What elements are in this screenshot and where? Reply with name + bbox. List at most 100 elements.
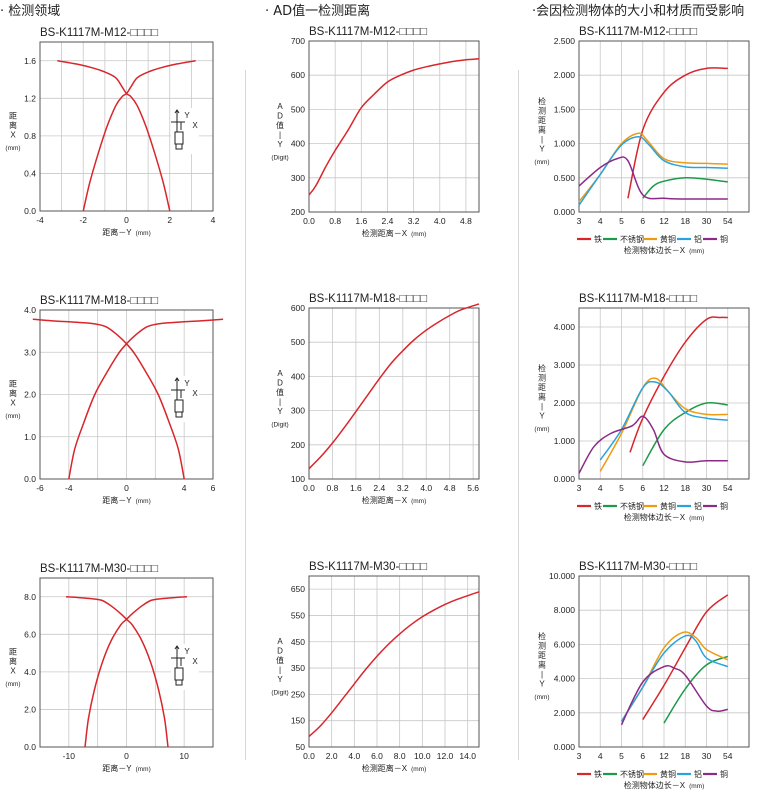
x-axis-label-text: 检测物体边长－X xyxy=(624,512,686,522)
x-axis-unit: (mm) xyxy=(136,230,151,237)
sensor-icon-arrowhead xyxy=(174,645,180,650)
column-divider-right xyxy=(518,70,519,760)
y-tick-label: 1.500 xyxy=(554,104,576,114)
y-axis-label-char: 值 xyxy=(276,120,284,130)
x-tick-label: 8.0 xyxy=(394,751,406,761)
chart-mat-m30: BS-K1117M-M30-□□□□ 3 4 5 6 12 18 30 54 0.000 2.000… xyxy=(534,561,750,790)
legend-label: 铜 xyxy=(720,501,728,511)
x-tick-label: 0.8 xyxy=(329,216,341,226)
series-group xyxy=(57,60,196,212)
x-tick-label: 0.8 xyxy=(327,483,339,493)
x-tick-label: 6.0 xyxy=(371,751,383,761)
y-tick-label: 0.0 xyxy=(24,474,36,484)
y-axis-label-char: Y xyxy=(539,145,545,154)
series-line-铝 xyxy=(599,380,728,461)
x-axis-label: 距离－Y (mm) xyxy=(102,227,151,237)
y-axis-label-char: 离 xyxy=(538,660,546,670)
y-tick-label: 4.000 xyxy=(554,322,576,332)
sensor-icon-arrowhead xyxy=(174,377,180,382)
x-tick-label: 5 xyxy=(619,216,624,226)
y-tick-label: 400 xyxy=(291,139,305,149)
x-tick-label: 4 xyxy=(598,751,603,761)
series-line-黄铜 xyxy=(620,631,729,722)
series-line-curve-0 xyxy=(308,591,480,738)
legend: 铁 不锈钢 黄铜 铝 铜 xyxy=(577,501,728,511)
y-tick-label: 250 xyxy=(291,689,305,699)
x-axis-unit: (mm) xyxy=(411,498,426,505)
x-axis-label: 检测距离－X (mm) xyxy=(362,763,427,773)
y-axis-label-char: 离 xyxy=(538,125,546,135)
y-tick-label: 6.000 xyxy=(554,639,576,649)
chart-area-m18: BS-K1117M-M18-□□□□ -6 -4 0 4 6 0.0 1.0 2.0 3.0 4.0… xyxy=(5,295,224,505)
y-axis-label-char: 离 xyxy=(9,120,17,130)
x-axis-unit: (mm) xyxy=(689,248,704,255)
y-axis-label-char: 离 xyxy=(9,656,17,666)
legend-label: 黄铜 xyxy=(660,769,676,779)
chart-title: BS-K1117M-M12-□□□□ xyxy=(579,26,697,38)
y-axis-unit: (mm) xyxy=(5,413,20,420)
x-tick-label: 0.0 xyxy=(303,751,315,761)
x-tick-label: 6 xyxy=(640,483,645,493)
legend-label: 铁 xyxy=(594,501,602,511)
y-axis-unit: (mm) xyxy=(5,681,20,688)
y-axis-label: AD值|Y (Digit) xyxy=(271,369,288,429)
column-divider-left xyxy=(245,70,246,760)
x-axis-label-text: 距离－Y xyxy=(102,495,132,505)
chart-title: BS-K1117M-M30-□□□□ xyxy=(309,561,427,573)
x-tick-label: 4 xyxy=(182,483,187,493)
chart-ad-m30: BS-K1117M-M30-□□□□ 0.0 2.0 4.0 6.0 8.0 10.0 12.… xyxy=(271,561,480,773)
x-tick-label: 1.6 xyxy=(355,216,367,226)
legend-label: 铝 xyxy=(694,501,702,511)
sensor-icon-x-label: X xyxy=(192,121,198,130)
y-tick-label: 8.000 xyxy=(554,605,576,615)
y-axis-label-char: 测 xyxy=(538,642,546,651)
y-tick-label: 1.2 xyxy=(24,93,36,103)
x-axis-unit: (mm) xyxy=(136,498,151,505)
y-axis-unit: (Digit) xyxy=(271,689,288,696)
x-tick-label: 54 xyxy=(723,216,733,226)
x-tick-label: 2.4 xyxy=(382,216,394,226)
chart-title: BS-K1117M-M18-□□□□ xyxy=(309,293,427,305)
x-axis-label: 距离－Y (mm) xyxy=(102,495,151,505)
y-tick-label: 400 xyxy=(291,371,305,381)
plot-frame xyxy=(39,309,214,480)
x-axis-label: 检测距离－X (mm) xyxy=(362,495,427,505)
y-axis-label-char: 检 xyxy=(538,631,546,641)
x-tick-label: 12 xyxy=(659,751,669,761)
y-axis-unit: (mm) xyxy=(5,145,20,152)
plot-frame xyxy=(308,575,480,748)
x-tick-label: 3 xyxy=(577,483,582,493)
series-line-curve-1 xyxy=(57,60,171,212)
chart-title: BS-K1117M-M18-□□□□ xyxy=(579,293,697,305)
plot-frame xyxy=(308,307,480,480)
series-line-铜 xyxy=(578,415,728,474)
x-tick-label: 1.6 xyxy=(350,483,362,493)
grid-lines xyxy=(579,40,749,213)
chart-mat-m18: BS-K1117M-M18-□□□□ 3 4 5 6 12 18 30 54 0.000 1.000… xyxy=(534,293,750,522)
x-tick-label: 30 xyxy=(702,216,712,226)
x-tick-label: 2.4 xyxy=(373,483,385,493)
x-tick-label: -2 xyxy=(79,215,87,225)
y-axis-label-char: | xyxy=(541,670,543,679)
sensor-diagram-icon: YX xyxy=(171,644,199,690)
y-tick-label: 2.0 xyxy=(24,390,36,400)
sensor-icon-body xyxy=(174,399,184,413)
x-axis-unit: (mm) xyxy=(136,766,151,773)
y-axis-label-char: D xyxy=(277,378,283,387)
chart-title: BS-K1117M-M30-□□□□ xyxy=(40,563,158,575)
y-axis-label-char: | xyxy=(279,397,281,406)
y-axis-label-char: | xyxy=(541,402,543,411)
y-tick-label: 3.0 xyxy=(24,347,36,357)
x-tick-label: 4.8 xyxy=(444,483,456,493)
x-tick-label: 3.2 xyxy=(397,483,409,493)
sensor-icon-tip xyxy=(175,679,183,686)
y-axis-label-char: X xyxy=(10,130,16,139)
y-axis-label-char: 距 xyxy=(9,111,17,120)
chart-title: BS-K1117M-M12-□□□□ xyxy=(309,26,427,38)
y-tick-label: 300 xyxy=(291,173,305,183)
x-tick-label: 0.0 xyxy=(303,483,315,493)
x-tick-label: 4 xyxy=(598,216,603,226)
y-tick-label: 4.000 xyxy=(554,674,576,684)
series-line-curve-0 xyxy=(68,318,224,480)
y-axis-label-char: 值 xyxy=(276,655,284,665)
